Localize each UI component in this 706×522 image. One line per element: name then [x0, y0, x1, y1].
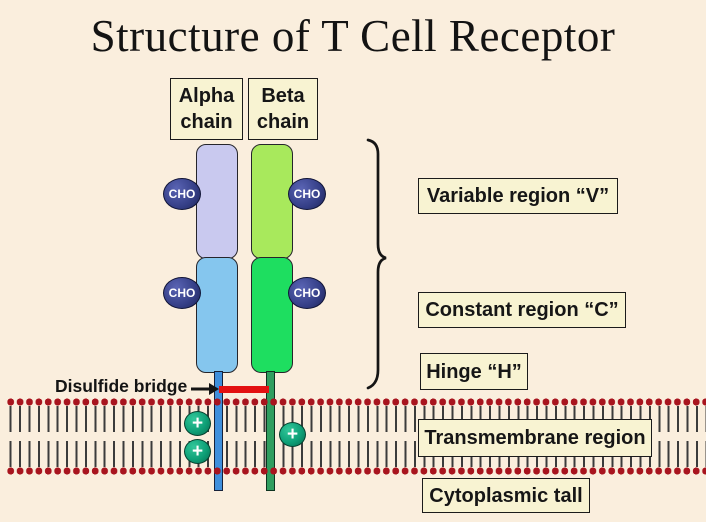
hinge-region-label: Hinge “H” [420, 353, 528, 390]
cho-site-icon: CHO [288, 178, 326, 210]
cho-site-icon: CHO [288, 277, 326, 309]
page-title: Structure of T Cell Receptor [90, 11, 616, 61]
beta-variable-domain [251, 144, 293, 259]
membrane-top-heads [6, 397, 706, 407]
positive-charge-icon: + [279, 422, 306, 447]
disulfide-bridge-bar [219, 386, 269, 393]
alpha-variable-domain [196, 144, 238, 259]
cho-site-icon: CHO [163, 277, 201, 309]
variable-region-label: Variable region “V” [418, 178, 618, 214]
positive-charge-icon: + [184, 411, 211, 436]
brace-icon [366, 138, 387, 390]
alpha-transmembrane-stem [214, 371, 223, 491]
arrow-right-icon [191, 383, 219, 395]
beta-transmembrane-stem [266, 371, 275, 491]
alpha-chain-label: Alpha chain [170, 78, 243, 140]
cho-site-icon: CHO [163, 178, 201, 210]
beta-constant-domain [251, 257, 293, 373]
cytoplasmic-tail-label: Cytoplasmic tall [422, 478, 590, 513]
alpha-constant-domain [196, 257, 238, 373]
membrane-bottom-heads [6, 466, 706, 476]
disulfide-bridge-label: Disulfide bridge [55, 376, 188, 396]
constant-region-label: Constant region “C” [418, 292, 626, 328]
transmembrane-region-label: Transmembrane region [418, 419, 652, 457]
positive-charge-icon: + [184, 439, 211, 464]
beta-chain-label: Beta chain [248, 78, 318, 140]
